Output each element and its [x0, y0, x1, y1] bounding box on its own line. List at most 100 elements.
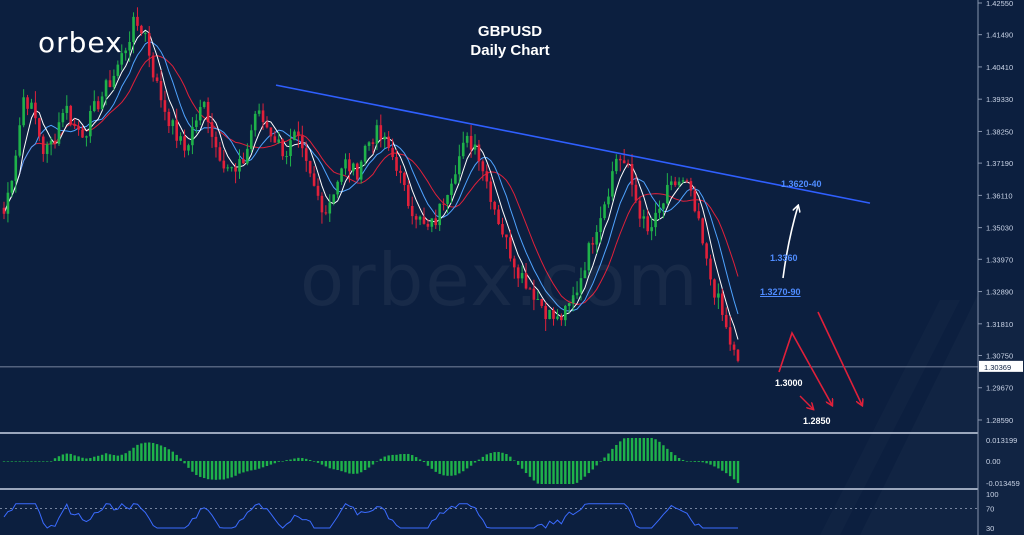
candle-body	[92, 101, 96, 112]
candle-body	[344, 159, 347, 169]
macd-bar	[155, 444, 159, 461]
candle-body	[489, 181, 493, 202]
macd-bar	[257, 461, 261, 469]
macd-bar	[159, 445, 163, 461]
macd-bar	[611, 448, 614, 461]
candle-body	[666, 184, 669, 204]
candle-body	[532, 288, 536, 300]
candle-body	[230, 167, 233, 169]
candle-body	[22, 97, 25, 126]
macd-bar	[175, 454, 178, 461]
candle-body	[151, 55, 155, 78]
candle-body	[159, 80, 163, 101]
macd-bar	[481, 456, 485, 461]
macd-bar	[352, 461, 355, 474]
candle-body	[289, 140, 292, 157]
macd-bar	[399, 454, 402, 461]
macd-bar	[630, 438, 634, 461]
macd-bar	[717, 461, 720, 469]
macd-bar	[340, 461, 343, 472]
candle-body	[512, 258, 516, 268]
macd-bar	[210, 461, 214, 480]
candle-body	[618, 158, 622, 161]
candle-body	[167, 111, 171, 127]
candlesticks	[2, 7, 740, 363]
macd-bar	[218, 461, 222, 480]
ma-fast-line	[3, 29, 739, 340]
candle-body	[422, 216, 426, 224]
candle-body	[458, 156, 461, 175]
macd-bar	[89, 458, 92, 461]
macd-bar	[14, 461, 17, 462]
macd-bar	[693, 461, 697, 462]
macd-bar	[199, 461, 202, 477]
candle-body	[477, 144, 481, 162]
candle-body	[685, 180, 689, 182]
candle-body	[371, 142, 375, 144]
macd-bar	[293, 458, 296, 461]
macd-bar	[42, 461, 45, 462]
price-axis: 1.42550 1.41490 1.40410 1.39330 1.38250 1.371…	[978, 0, 1013, 425]
macd-bar	[30, 461, 33, 462]
macd-bar	[505, 454, 508, 461]
candle-body	[198, 107, 202, 121]
price-tick-label: 1.41490	[986, 31, 1013, 40]
macd-bar	[607, 453, 610, 461]
rsi-line	[0, 502, 978, 529]
candle-body	[509, 237, 512, 259]
macd-bar	[2, 461, 6, 462]
candle-body	[195, 120, 198, 127]
macd-bar	[548, 461, 551, 484]
candle-body	[96, 101, 100, 110]
candle-body	[426, 223, 430, 227]
candle-body	[418, 216, 422, 220]
candle-body	[14, 155, 18, 181]
macd-bar	[246, 461, 249, 472]
candle-body	[2, 207, 6, 214]
macd-bar	[666, 448, 669, 461]
macd-bar	[328, 461, 331, 469]
macd-bar	[587, 461, 591, 474]
macd-bar	[77, 456, 80, 461]
macd-bar	[320, 461, 324, 465]
macd-bar	[167, 449, 171, 461]
macd-bar	[148, 442, 151, 461]
candle-body	[501, 224, 504, 235]
macd-bar	[685, 461, 689, 462]
candle-body	[713, 279, 716, 298]
candle-body	[336, 181, 339, 195]
macd-bar	[363, 461, 367, 471]
macd-bar	[301, 458, 304, 461]
candle-body	[352, 163, 355, 172]
candle-body	[375, 125, 379, 144]
candle-body	[222, 160, 226, 169]
macd-bar	[560, 461, 563, 484]
candle-body	[438, 203, 441, 226]
macd-bar	[73, 455, 76, 461]
resistance-trendline	[275, 84, 871, 204]
macd-bar	[206, 461, 210, 480]
candle-body	[395, 157, 398, 171]
macd-bar	[434, 461, 437, 472]
macd-bar	[477, 459, 481, 461]
candle-body	[571, 295, 575, 304]
macd-bar	[544, 461, 547, 484]
macd-bar	[430, 461, 434, 469]
macd-bar	[230, 461, 233, 478]
macd-bar	[81, 457, 84, 461]
macd-bar	[344, 461, 347, 473]
annotation-resistance: 1.3620-40	[781, 179, 822, 189]
pane-separators	[0, 0, 979, 535]
candle-body	[552, 309, 555, 319]
macd-bar	[395, 454, 398, 461]
candle-body	[191, 126, 194, 146]
candle-body	[297, 131, 300, 136]
macd-bar	[238, 461, 241, 474]
moving-averages	[3, 29, 739, 340]
candle-body	[528, 288, 532, 290]
candle-body	[673, 181, 677, 186]
candle-body	[202, 101, 206, 108]
candle-body	[579, 278, 583, 293]
candle-body	[603, 204, 606, 219]
candle-body	[689, 181, 693, 191]
